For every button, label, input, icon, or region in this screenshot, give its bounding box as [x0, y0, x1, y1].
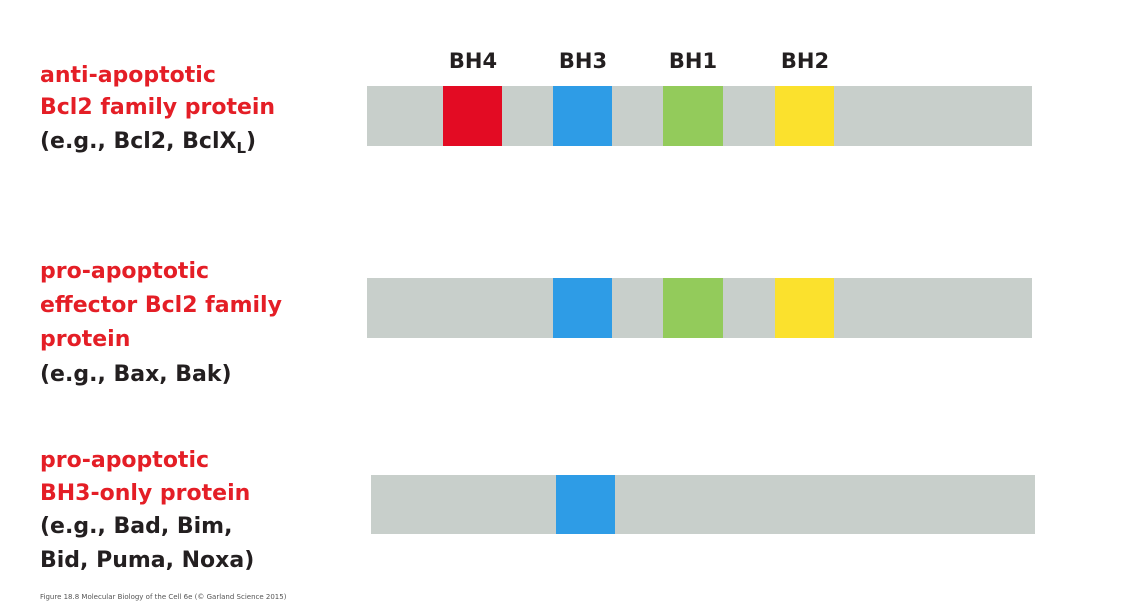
row-label: BH3-only protein [40, 481, 250, 506]
row-label: pro-apoptotic [40, 259, 209, 284]
example-text: (e.g., Bcl2, BclX [40, 129, 236, 154]
domain-header: BH3 [559, 49, 607, 73]
row-example: Bid, Puma, Noxa) [40, 548, 254, 573]
row-label: Bcl2 family protein [40, 95, 275, 120]
row-label: protein [40, 327, 130, 352]
bh2-domain [775, 86, 834, 146]
example-subscript: L [236, 139, 246, 157]
row-example: (e.g., Bax, Bak) [40, 362, 232, 387]
bh3-domain [553, 86, 612, 146]
row-label: pro-apoptotic [40, 448, 209, 473]
row-example: (e.g., Bad, Bim, [40, 514, 232, 539]
caption: Figure 18.8 Molecular Biology of the Cel… [40, 593, 287, 601]
domain-header: BH2 [781, 49, 829, 73]
bh1-domain [663, 278, 723, 338]
domain-header: BH4 [449, 49, 497, 73]
bh3-domain [556, 475, 615, 534]
example-suffix: ) [246, 129, 256, 154]
bh3-domain [553, 278, 612, 338]
row-label: effector Bcl2 family [40, 293, 282, 318]
bh1-domain [663, 86, 723, 146]
domain-header: BH1 [669, 49, 717, 73]
protein-bar [371, 475, 1035, 534]
row-label: anti-apoptotic [40, 63, 216, 88]
row-example: (e.g., Bcl2, BclXL) [40, 129, 256, 157]
bh2-domain [775, 278, 834, 338]
bh4-domain [443, 86, 502, 146]
